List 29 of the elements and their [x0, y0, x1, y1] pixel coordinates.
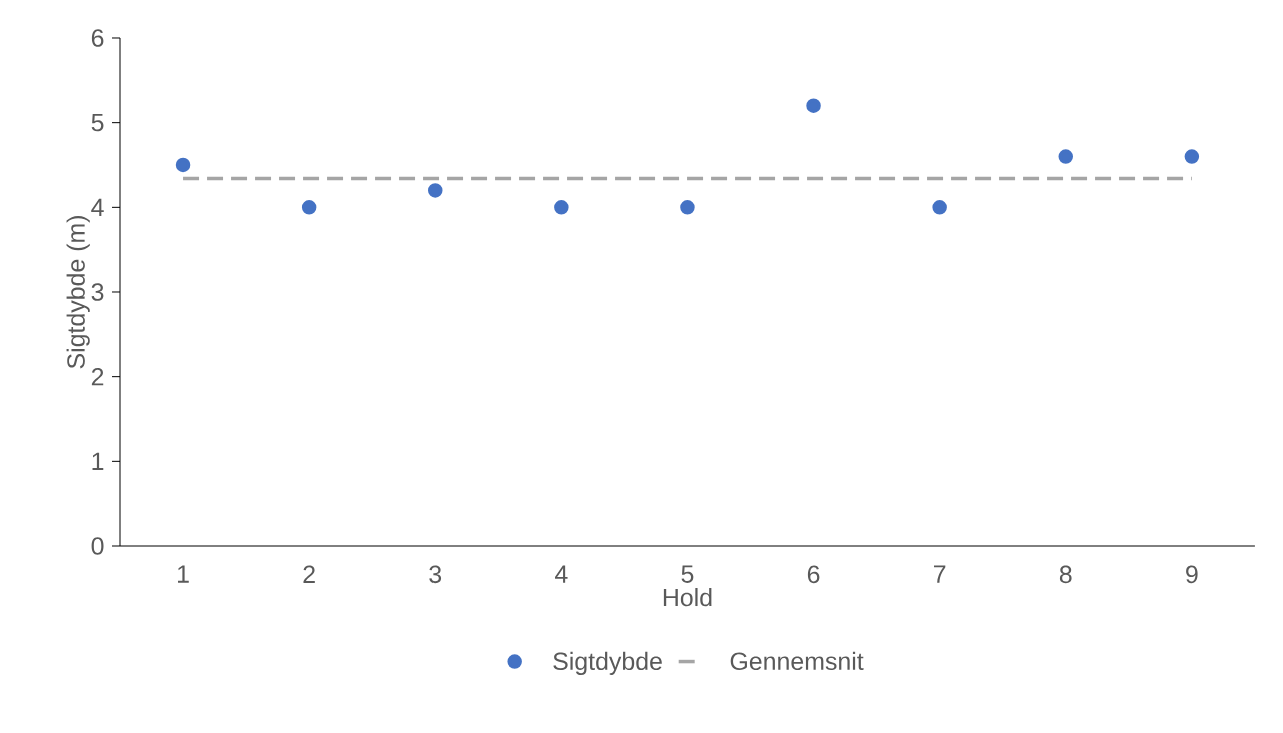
- x-tick-label: 5: [681, 565, 694, 583]
- y-axis-title: Sigtdybde (m): [66, 216, 90, 369]
- point: [932, 200, 947, 215]
- y-tick-label: 0: [91, 537, 104, 555]
- y-tick-label: 5: [91, 113, 104, 132]
- x-tick-label: 2: [303, 565, 315, 583]
- x-axis-title: Hold: [663, 588, 712, 607]
- x-tick-label: 7: [934, 565, 946, 583]
- point: [301, 200, 317, 215]
- x-tick-label: 4: [555, 565, 568, 583]
- x-tick-label: 9: [1186, 565, 1198, 584]
- point: [175, 157, 191, 173]
- point: [554, 200, 569, 215]
- point: [428, 183, 443, 198]
- y-tick-label: 6: [91, 29, 104, 47]
- legend-label: Sigtdybde: [553, 651, 662, 675]
- y-tick-label: 1: [92, 452, 104, 470]
- x-tick-label: 6: [807, 565, 820, 584]
- point: [806, 98, 821, 113]
- point: [1184, 149, 1200, 164]
- x-tick-label: 8: [1059, 565, 1072, 584]
- point: [1058, 149, 1073, 164]
- point: [680, 200, 695, 215]
- legend-label: Gennemsnit: [730, 651, 864, 671]
- x-tick-label: 3: [429, 565, 442, 584]
- y-tick-label: 2: [91, 367, 104, 386]
- x-tick-label: 1: [178, 565, 189, 583]
- y-tick-label: 4: [91, 198, 104, 216]
- y-tick-label: 3: [91, 283, 104, 301]
